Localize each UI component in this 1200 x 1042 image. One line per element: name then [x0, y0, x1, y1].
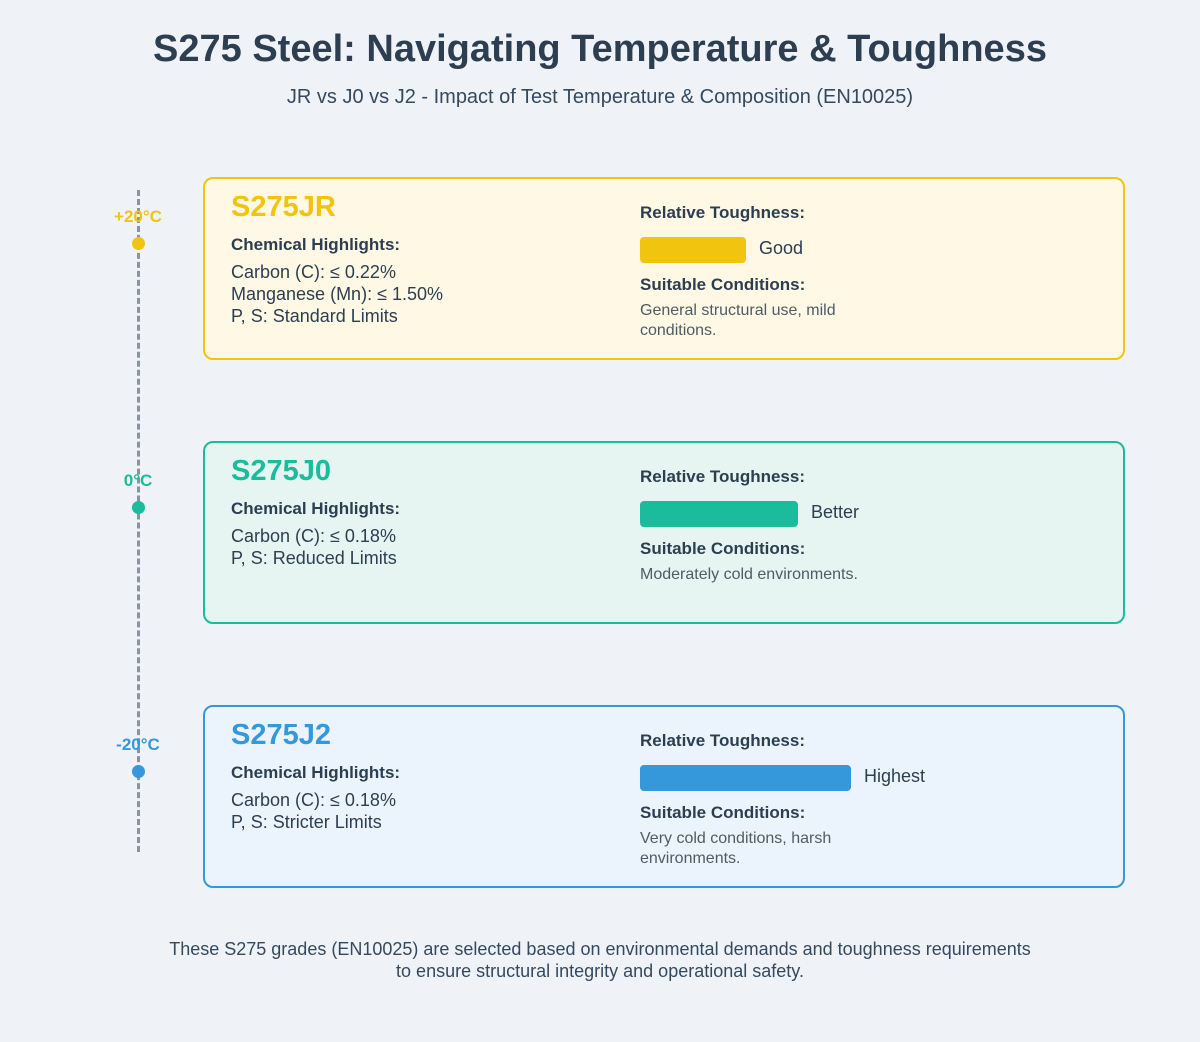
conditions-heading: Suitable Conditions: — [640, 803, 806, 822]
toughness-bar — [640, 765, 851, 791]
chem-item: Carbon (C): ≤ 0.18% — [231, 790, 396, 810]
grade-card-s275jr: S275JR Chemical Highlights: Carbon (C): … — [203, 177, 1125, 360]
grade-name: S275JR — [231, 191, 336, 223]
grade-name: S275J0 — [231, 455, 331, 487]
chem-item: Carbon (C): ≤ 0.22% — [231, 262, 396, 282]
chemical-list: Carbon (C): ≤ 0.18% P, S: Stricter Limit… — [231, 789, 396, 833]
chemical-heading: Chemical Highlights: — [231, 499, 401, 518]
conditions-text: Very cold conditions, harsh environments… — [640, 830, 832, 867]
footer-note: These S275 grades (EN10025) are selected… — [100, 938, 1100, 982]
toughness-heading: Relative Toughness: — [640, 203, 805, 222]
toughness-label: Highest — [864, 766, 926, 786]
conditions-text: General structural use, mild conditions. — [640, 302, 836, 339]
footer-line: to ensure structural integrity and opera… — [396, 961, 804, 981]
chem-item: P, S: Reduced Limits — [231, 548, 397, 568]
page-subtitle: JR vs J0 vs J2 - Impact of Test Temperat… — [286, 86, 914, 108]
toughness-bar — [640, 237, 746, 263]
toughness-heading: Relative Toughness: — [640, 731, 805, 750]
chemical-heading: Chemical Highlights: — [231, 763, 401, 782]
grade-card-s275j0: S275J0 Chemical Highlights: Carbon (C): … — [203, 441, 1125, 624]
chem-item: P, S: Standard Limits — [231, 306, 398, 326]
temp-dot-jr — [132, 237, 145, 250]
chem-item: Manganese (Mn): ≤ 1.50% — [231, 284, 443, 304]
temperature-timeline — [137, 190, 140, 852]
chemical-heading: Chemical Highlights: — [231, 235, 401, 254]
conditions-heading: Suitable Conditions: — [640, 539, 806, 558]
toughness-heading: Relative Toughness: — [640, 467, 805, 486]
footer-line: These S275 grades (EN10025) are selected… — [169, 939, 1031, 959]
temp-label-j0: 0°C — [123, 471, 153, 490]
temp-dot-j2 — [132, 765, 145, 778]
temp-dot-j0 — [132, 501, 145, 514]
toughness-label: Good — [759, 238, 804, 258]
toughness-bar — [640, 501, 798, 527]
toughness-label: Better — [811, 502, 860, 522]
chem-item: P, S: Stricter Limits — [231, 812, 382, 832]
temp-label-j2: -20°C — [116, 735, 160, 754]
grade-name: S275J2 — [231, 719, 331, 751]
grade-card-s275j2: S275J2 Chemical Highlights: Carbon (C): … — [203, 705, 1125, 888]
page-title: S275 Steel: Navigating Temperature & Tou… — [153, 28, 1047, 70]
conditions-text: Moderately cold environments. — [640, 566, 858, 583]
temp-label-jr: +20°C — [114, 207, 162, 226]
chem-item: Carbon (C): ≤ 0.18% — [231, 526, 396, 546]
chemical-list: Carbon (C): ≤ 0.22% Manganese (Mn): ≤ 1.… — [231, 261, 443, 327]
chemical-list: Carbon (C): ≤ 0.18% P, S: Reduced Limits — [231, 525, 397, 569]
conditions-heading: Suitable Conditions: — [640, 275, 806, 294]
